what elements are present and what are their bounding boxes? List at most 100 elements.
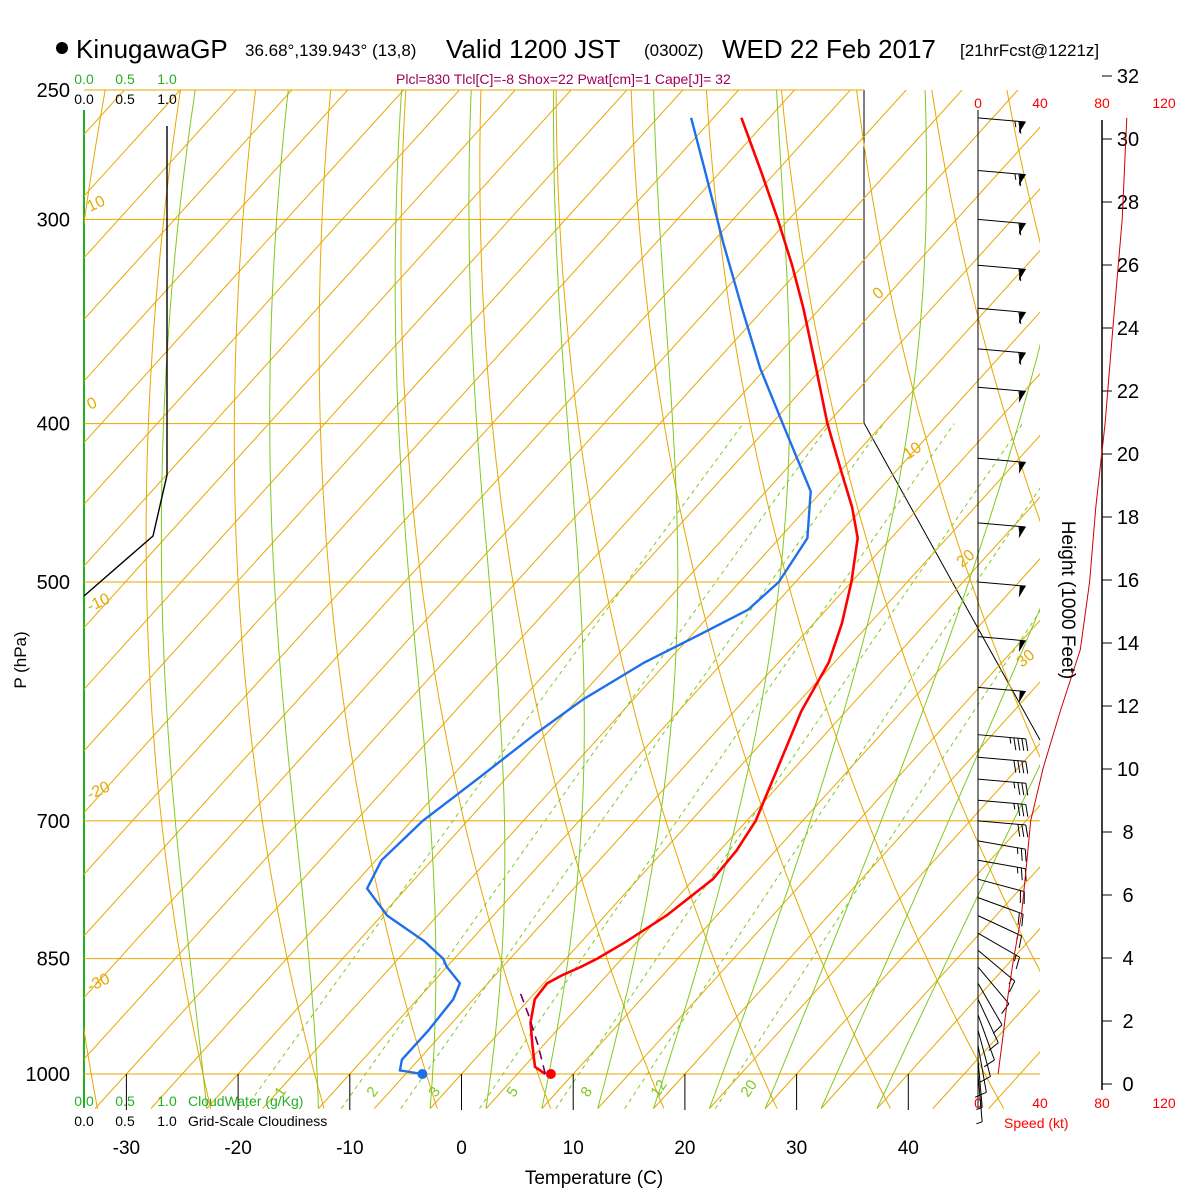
height-tick-label: 16 bbox=[1117, 570, 1139, 592]
temperature-tick-label: -20 bbox=[224, 1138, 251, 1159]
wind-barb-staff bbox=[977, 522, 1026, 528]
wind-barb bbox=[977, 264, 1026, 282]
temperature-tick-label: -10 bbox=[336, 1138, 363, 1159]
cloudwater-tick-top: 1.0 bbox=[157, 71, 177, 87]
dry-adiabat-line bbox=[931, 90, 1040, 523]
height-tick-label: 0 bbox=[1122, 1074, 1133, 1096]
wind-barb-staff bbox=[977, 1059, 983, 1108]
cloudiness-tick-bottom: 0.0 bbox=[74, 1113, 94, 1129]
wind-barb bbox=[977, 840, 1027, 862]
isotherm-line bbox=[541, 558, 1040, 1109]
moist-adiabat-line bbox=[653, 90, 791, 1109]
wind-barb-full bbox=[1021, 738, 1025, 751]
wind-barb-full bbox=[1025, 824, 1029, 838]
y-axis-label: P (hPa) bbox=[11, 631, 30, 688]
height-tick-label: 24 bbox=[1117, 318, 1139, 340]
wind-barb-flag bbox=[1018, 640, 1026, 653]
wind-barb bbox=[977, 859, 1027, 881]
wind-barb bbox=[977, 778, 1029, 796]
cloudiness-profile-line bbox=[83, 126, 168, 597]
wind-barb-staff bbox=[977, 169, 1026, 176]
station-name: KinugawaGP bbox=[76, 34, 228, 64]
wind-barb-half bbox=[1018, 461, 1021, 469]
wind-barb-staff bbox=[977, 264, 1026, 270]
dry-adiabat-line bbox=[233, 90, 325, 1109]
wind-barb-staff bbox=[977, 820, 1026, 826]
moist-adiabat-line bbox=[160, 90, 208, 1109]
cloudiness-label: Grid-Scale Cloudiness bbox=[188, 1113, 327, 1129]
isotherm-label: 30 bbox=[1014, 647, 1039, 672]
wind-barb-full bbox=[1021, 760, 1025, 774]
mixing-ratio-label: 20 bbox=[737, 1077, 760, 1100]
wind-barb bbox=[977, 1029, 991, 1083]
dry-adiabat-line bbox=[318, 90, 438, 1109]
wind-barb bbox=[977, 983, 1003, 1034]
temperature-tick-label: 20 bbox=[674, 1138, 695, 1159]
wind-barb bbox=[977, 348, 1026, 365]
height-tick-label: 2 bbox=[1122, 1011, 1133, 1033]
wind-barb-full bbox=[1025, 804, 1029, 817]
x-axis-label: Temperature (C) bbox=[525, 1168, 663, 1189]
isotherm-line bbox=[0, 0, 212, 1109]
speed-axis-label: Speed (kt) bbox=[1004, 1115, 1069, 1131]
wind-barb-staff bbox=[977, 999, 999, 1043]
moist-adiabat-line bbox=[541, 90, 585, 1109]
cloudwater-tick-top: 0.0 bbox=[74, 71, 94, 87]
temperature-profile-line bbox=[529, 117, 860, 1076]
cloudiness-tick-bottom: 1.0 bbox=[157, 1113, 177, 1129]
isotherm-line bbox=[373, 373, 1040, 1109]
wind-barb bbox=[977, 734, 1029, 752]
temperature-tick-label: 30 bbox=[786, 1138, 807, 1159]
moist-adiabat-line bbox=[468, 90, 506, 1109]
cloudiness-tick-bottom: 0.5 bbox=[115, 1113, 135, 1129]
wind-barb bbox=[977, 756, 1029, 774]
isotherm-line bbox=[0, 0, 100, 1109]
wind-barb-full bbox=[983, 1059, 995, 1068]
wind-barb-staff bbox=[977, 734, 1026, 740]
isotherm-line bbox=[84, 90, 181, 197]
mixing-ratio-label: 2 bbox=[363, 1084, 382, 1101]
wind-barb-staff bbox=[977, 117, 1026, 123]
wind-barb-full bbox=[1001, 1003, 1010, 1015]
speed-tick-top: 80 bbox=[1094, 95, 1110, 111]
mixing-ratio-line bbox=[479, 423, 955, 1109]
mixing-ratio-line bbox=[714, 610, 1040, 1109]
pressure-tick-label: 1000 bbox=[26, 1064, 71, 1086]
parcel-path-line bbox=[518, 991, 547, 1075]
dry-adiabat-line bbox=[555, 90, 778, 1109]
isotherm-line bbox=[84, 90, 293, 321]
wind-barb bbox=[977, 820, 1029, 838]
wind-barb-flag bbox=[1018, 585, 1026, 598]
wind-barb-full bbox=[1017, 760, 1021, 774]
isotherm-line bbox=[84, 90, 684, 752]
dry-adiabat-line bbox=[400, 90, 552, 1109]
wind-barb-full bbox=[1017, 782, 1021, 795]
isotherm-label: 0 bbox=[85, 394, 100, 413]
surface-dewpoint-point bbox=[417, 1069, 428, 1079]
temperature-tick-label: 0 bbox=[456, 1138, 467, 1159]
wind-barb-staff bbox=[977, 218, 1026, 225]
mixing-ratio-label: 12 bbox=[647, 1077, 670, 1100]
isotherm-line bbox=[485, 496, 1040, 1109]
wind-barb-full bbox=[1013, 760, 1017, 773]
wind-barb-staff bbox=[977, 348, 1026, 354]
wind-barb-staff bbox=[977, 307, 1026, 313]
mixing-ratio-label: 5 bbox=[503, 1084, 522, 1101]
wind-barb-full bbox=[1021, 782, 1025, 796]
height-tick-label: 20 bbox=[1117, 444, 1139, 466]
isotherm-line bbox=[709, 742, 1040, 1109]
isotherm-line bbox=[262, 249, 1040, 1109]
wind-barb-staff bbox=[977, 686, 1026, 693]
wind-barb-flag bbox=[1018, 526, 1026, 539]
speed-tick-top: 0 bbox=[974, 95, 982, 111]
cloudwater-tick-bottom: 0.0 bbox=[74, 1093, 94, 1109]
valid-date: WED 22 Feb 2017 bbox=[722, 34, 936, 64]
dry-adiabat-line bbox=[705, 90, 1005, 1109]
isotherm-line bbox=[84, 90, 125, 136]
wind-barb bbox=[977, 169, 1026, 187]
dry-adiabat-line bbox=[1150, 61, 1200, 1109]
mixing-ratio-label: 3 bbox=[425, 1084, 444, 1101]
wind-barb bbox=[977, 966, 1010, 1015]
